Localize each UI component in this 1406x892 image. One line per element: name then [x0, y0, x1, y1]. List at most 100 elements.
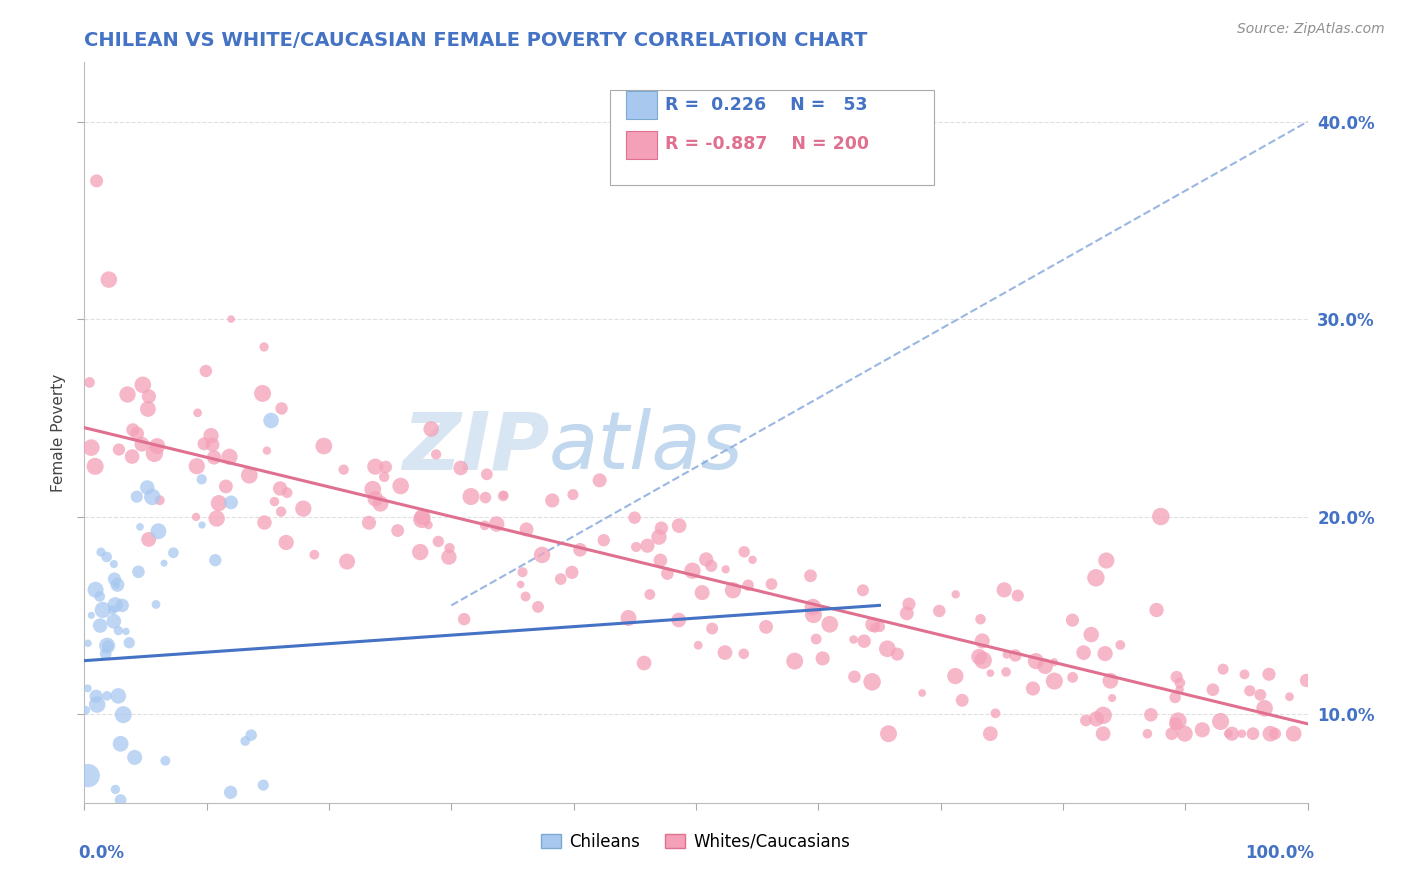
Point [1167, 714, 1189, 728]
Point [1241, 727, 1264, 741]
Point [755, 620, 778, 634]
Point [1239, 683, 1261, 698]
Point [101, 603, 124, 617]
Point [104, 598, 127, 612]
Point [972, 634, 994, 648]
Point [292, 501, 315, 516]
Point [84, 582, 107, 597]
Point [252, 386, 274, 401]
Point [863, 621, 886, 635]
Point [569, 542, 592, 557]
Point [682, 564, 704, 578]
Point [96, 639, 118, 653]
Point [89, 590, 111, 604]
Point [1220, 727, 1243, 741]
Point [1022, 681, 1045, 696]
Point [80, 441, 103, 455]
Point [121, 423, 143, 437]
Point [240, 728, 263, 742]
Point [411, 512, 433, 526]
Point [194, 364, 217, 378]
Point [276, 485, 298, 500]
Text: ZIP: ZIP [402, 409, 550, 486]
Point [143, 446, 166, 460]
Point [588, 474, 610, 488]
Point [1230, 727, 1253, 741]
Point [714, 646, 737, 660]
Point [149, 493, 172, 508]
Point [97, 272, 120, 286]
Point [270, 401, 292, 416]
Point [146, 439, 169, 453]
Point [91, 603, 114, 617]
Point [1253, 701, 1275, 715]
Point [131, 437, 153, 451]
Point [409, 545, 432, 559]
Text: 0.0%: 0.0% [79, 844, 124, 862]
Point [252, 778, 274, 792]
Point [374, 460, 396, 475]
Point [450, 461, 472, 475]
Point [97, 639, 120, 653]
Point [741, 553, 763, 567]
Text: Source: ZipAtlas.com: Source: ZipAtlas.com [1237, 22, 1385, 37]
Point [668, 518, 690, 533]
Point [761, 577, 783, 591]
Point [1092, 708, 1115, 723]
Point [945, 587, 967, 601]
Point [844, 670, 866, 684]
Point [1202, 682, 1225, 697]
Point [437, 550, 460, 565]
Point [650, 521, 672, 535]
Point [141, 490, 163, 504]
Point [127, 565, 149, 579]
Point [370, 497, 392, 511]
Point [1166, 670, 1188, 684]
Point [411, 510, 433, 524]
Point [364, 491, 387, 506]
Point [492, 488, 515, 502]
Point [76, 681, 98, 696]
Point [1043, 655, 1066, 669]
Point [897, 597, 920, 611]
Point [1209, 714, 1232, 729]
Point [1282, 727, 1305, 741]
Point [1150, 509, 1173, 524]
Point [155, 754, 177, 768]
Point [842, 632, 865, 647]
Point [995, 665, 1018, 679]
Point [592, 533, 614, 548]
Point [783, 654, 806, 668]
Point [623, 510, 645, 524]
Point [700, 558, 723, 573]
Point [1146, 603, 1168, 617]
Point [357, 516, 380, 530]
Point [1094, 647, 1116, 661]
Point [515, 523, 537, 537]
Point [633, 656, 655, 670]
Text: R =  0.226    N =   53: R = 0.226 N = 53 [665, 96, 868, 114]
Point [136, 480, 159, 494]
Point [527, 599, 550, 614]
Point [969, 612, 991, 626]
Point [911, 686, 934, 700]
Point [1074, 714, 1097, 728]
Point [737, 578, 759, 592]
Point [80, 608, 103, 623]
Point [453, 612, 475, 626]
Point [733, 545, 755, 559]
Text: CHILEAN VS WHITE/CAUCASIAN FEMALE POVERTY CORRELATION CHART: CHILEAN VS WHITE/CAUCASIAN FEMALE POVERT… [84, 30, 868, 50]
Point [312, 439, 335, 453]
Point [104, 782, 127, 797]
Point [103, 572, 125, 586]
Point [1278, 690, 1301, 704]
Point [1084, 571, 1107, 585]
Point [420, 422, 443, 436]
FancyBboxPatch shape [610, 90, 935, 185]
Point [138, 389, 160, 403]
Point [219, 495, 242, 509]
Point [373, 470, 395, 484]
Point [1295, 673, 1317, 688]
Point [336, 555, 359, 569]
Point [972, 653, 994, 667]
